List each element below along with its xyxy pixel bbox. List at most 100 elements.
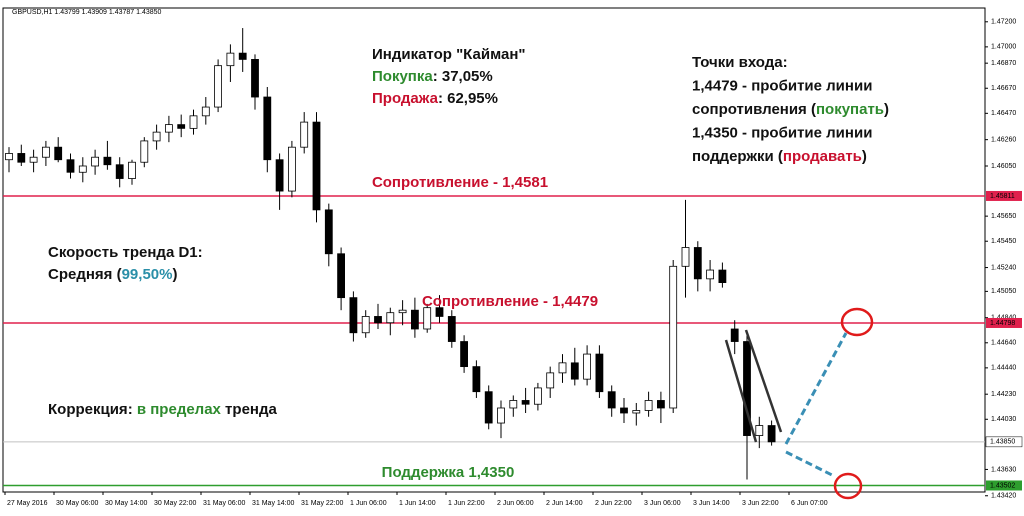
annotation: Сопротивление - 1,4581 [372,174,548,191]
candle-body [435,307,444,317]
candle-body [644,400,653,411]
annotation-part: Сопротивление - 1,4581 [372,174,548,191]
annotation: 1,4479 - пробитие линии [692,77,872,94]
candle-body [115,164,124,179]
annotation-part: ) [884,101,889,118]
x-tick-label: 27 May 2016 [7,500,48,507]
candle-body [521,400,530,405]
x-tick-label: 2 Jun 06:00 [497,500,534,507]
candle-body [263,96,272,161]
candle-body [300,121,309,148]
y-tick-label: 1.45450 [991,238,1016,245]
plot: 1.47200 1.47000 1.46870 1.46670 1.46470 1.462… [3,19,1023,507]
trend-line [744,329,783,433]
candle-body [410,309,419,330]
y-tick-label: 1.46260 [991,137,1016,144]
y-tick-label: 1.46870 [991,60,1016,67]
annotation: Коррекция: в пределах тренда [48,401,277,418]
candle-body [706,269,714,280]
candle-body [398,309,407,314]
x-tick-label: 31 May 14:00 [252,500,295,507]
annotation-part: ) [172,266,177,283]
annotation-part: Покупка [372,68,433,85]
level-label: 1.43850 [990,439,1015,446]
candle-body [91,156,99,167]
candle-body [570,362,579,380]
annotation-part: 1,4350 - пробитие линии [692,124,872,141]
candle-body [657,400,665,409]
candle-body [497,407,505,424]
x-tick-label: 31 May 06:00 [203,500,246,507]
annotation: 1,4350 - пробитие линии [692,124,872,141]
candle-body [164,124,173,133]
candle-body [251,59,259,98]
candle-body [226,52,235,67]
candle-body [349,297,358,334]
candle-body [767,425,776,443]
candle-body [743,341,751,436]
level-tag [986,480,1022,491]
y-tick-label: 1.43630 [991,466,1016,473]
level-tag [985,436,1023,448]
candle-body [5,153,13,161]
annotation-part: : 62,95% [438,90,498,107]
annotation: сопротивления (покупать) [692,101,889,118]
candle-body [103,156,112,166]
candle-body [583,353,591,380]
level-label: 1.44798 [990,320,1015,327]
candle-body [558,362,567,374]
annotation: Средняя (99,50%) [48,266,177,283]
forecast-arrow [784,332,848,445]
candle-body [693,247,702,280]
level-tag [986,190,1022,201]
candle-body [509,400,518,409]
x-tick-label: 2 Jun 14:00 [546,500,583,507]
candle-body [54,146,63,161]
y-tick-label: 1.44440 [991,365,1016,372]
annotation-part: 1,4479 - пробитие линии [692,77,872,94]
candle-body [312,121,321,211]
x-tick-label: 3 Jun 22:00 [742,500,779,507]
y-tick-label: 1.47000 [991,44,1016,51]
level-label: 1.43502 [990,482,1015,489]
candle-body [189,115,198,129]
chart-title: GBPUSD,H1 1.43799 1.43909 1.43787 1.4385… [12,9,162,16]
x-tick-label: 1 Jun 06:00 [350,500,387,507]
y-tick-label: 1.44030 [991,416,1016,423]
annotation: Продажа: 62,95% [372,90,498,107]
candle-body [447,316,456,342]
candle-body [423,307,432,330]
annotation: Покупка: 37,05% [372,68,493,85]
candle-body [718,269,727,284]
annotation: Сопротивление - 1,4479 [422,293,598,310]
annotation-part: Продажа [372,90,439,107]
candle-body [177,124,186,129]
annotation-part: в пределах [137,401,222,418]
x-tick-label: 31 May 22:00 [301,500,344,507]
candle-body [607,391,616,409]
x-tick-label: 3 Jun 14:00 [693,500,730,507]
candle-body [337,253,346,299]
annotation-part: тренда [221,401,278,418]
annotation-part: Средняя ( [48,266,122,283]
candle-body [534,387,542,405]
y-tick-label: 1.45240 [991,264,1016,271]
x-tick-label: 30 May 06:00 [56,500,99,507]
candle-body [374,316,382,324]
y-tick-label: 1.45650 [991,213,1016,220]
annotation-part: : 37,05% [433,68,493,85]
annotation-part: Сопротивление - 1,4479 [422,293,598,310]
candle-body [669,265,678,409]
annotation-part: поддержки ( [692,148,783,165]
candle-body [66,159,75,173]
candle-body [386,312,395,324]
y-tick-label: 1.46050 [991,163,1016,170]
y-tick-label: 1.45050 [991,288,1016,295]
annotation-part: покупать [816,101,884,118]
annotation-part: ) [862,148,867,165]
y-tick-label: 1.46470 [991,110,1016,117]
candle-body [472,366,481,393]
x-tick-label: 1 Jun 14:00 [399,500,436,507]
annotation-part: Коррекция: [48,401,137,418]
